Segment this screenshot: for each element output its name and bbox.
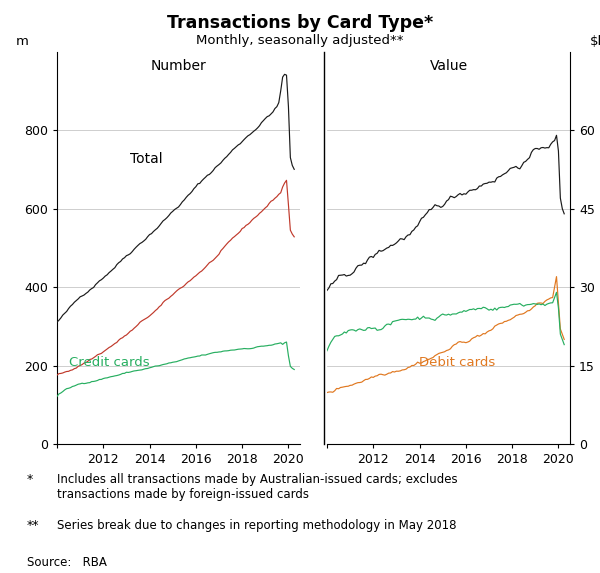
Text: *: *: [27, 473, 33, 486]
Text: $b: $b: [589, 34, 600, 48]
Text: Value: Value: [430, 60, 467, 73]
Text: Monthly, seasonally adjusted**: Monthly, seasonally adjusted**: [196, 34, 404, 48]
Text: Total: Total: [130, 152, 163, 166]
Text: Number: Number: [151, 60, 206, 73]
Text: **: **: [27, 519, 40, 532]
Text: Series break due to changes in reporting methodology in May 2018: Series break due to changes in reporting…: [57, 519, 457, 532]
Text: Debit cards: Debit cards: [419, 356, 496, 368]
Text: Credit cards: Credit cards: [69, 356, 150, 368]
Text: m: m: [16, 34, 29, 48]
Text: Transactions by Card Type*: Transactions by Card Type*: [167, 14, 433, 32]
Text: Source:   RBA: Source: RBA: [27, 556, 107, 569]
Text: Includes all transactions made by Australian-issued cards; excludes
transactions: Includes all transactions made by Austra…: [57, 473, 458, 501]
